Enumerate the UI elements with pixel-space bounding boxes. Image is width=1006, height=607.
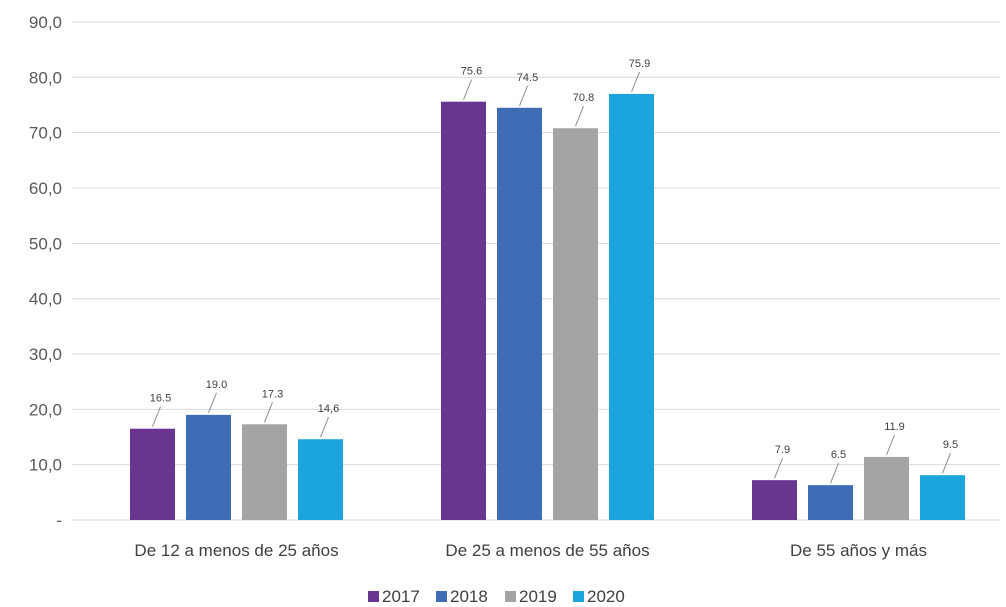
data-label: 75.6 [461,66,482,78]
bar [609,93,654,520]
category-label: De 12 a menos de 25 años [134,541,338,560]
bar [186,414,231,520]
data-label-leader [774,457,783,479]
data-label-leader [320,417,329,438]
category-label: De 55 años y más [790,541,927,560]
data-label: 6.5 [831,449,846,461]
legend-label: 2019 [519,587,557,606]
data-labels: 16.5 19.0 17.3 14,6 75.6 74.5 70.8 75.9 7.9 6.5 11… [150,58,958,484]
y-tick-label: 90,0 [29,13,62,32]
y-tick-label: 70,0 [29,124,62,143]
bar [497,107,542,521]
bar [864,456,909,520]
data-label-leader [575,106,584,127]
data-label: 14,6 [318,403,339,415]
legend-swatch [368,591,379,602]
data-label-leader [463,79,472,100]
data-label-leader [886,434,895,456]
legend-label: 2017 [382,587,420,606]
data-label-leader [942,452,951,474]
y-tick-label: 10,0 [29,456,62,475]
data-label: 9.5 [943,439,958,451]
y-tick-label: 80,0 [29,68,62,87]
y-tick-label: 40,0 [29,290,62,309]
bar [441,101,486,521]
y-tick-label: 20,0 [29,400,62,419]
y-tick-label: 30,0 [29,345,62,364]
data-label: 19.0 [206,379,227,391]
legend-swatch [505,591,516,602]
bar [242,424,287,520]
y-tick-label: 50,0 [29,234,62,253]
bars [130,93,965,521]
data-label: 11.9 [884,421,905,433]
bar [553,128,598,521]
data-label: 7.9 [775,444,790,456]
data-label: 16.5 [150,393,171,405]
y-tick-label: - [56,511,62,530]
bar [920,475,965,520]
data-label: 17.3 [262,388,283,400]
data-label-leader [631,71,640,93]
legend-label: 2018 [450,587,488,606]
category-labels: De 12 a menos de 25 años De 25 a menos de… [134,541,927,560]
y-axis-tick-labels: - 10,0 20,0 30,0 40,0 50,0 60,0 70,0 80,0 90,0 [29,13,62,530]
bar [130,428,175,520]
data-label: 70.8 [573,92,594,104]
data-label: 75.9 [629,58,650,70]
legend: 2017 2018 2019 2020 [368,587,625,606]
data-label: 74.5 [517,72,538,84]
data-label-leader [519,85,528,106]
bar [298,439,343,520]
bar [808,485,853,520]
data-label-leader [264,402,273,423]
y-tick-label: 60,0 [29,179,62,198]
legend-swatch [436,591,447,602]
legend-label: 2020 [587,587,625,606]
bar [752,480,797,520]
data-label-leader [208,392,217,414]
data-label-leader [830,462,839,484]
legend-swatch [573,591,584,602]
data-label-leader [152,406,161,427]
category-label: De 25 a menos de 55 años [445,541,649,560]
